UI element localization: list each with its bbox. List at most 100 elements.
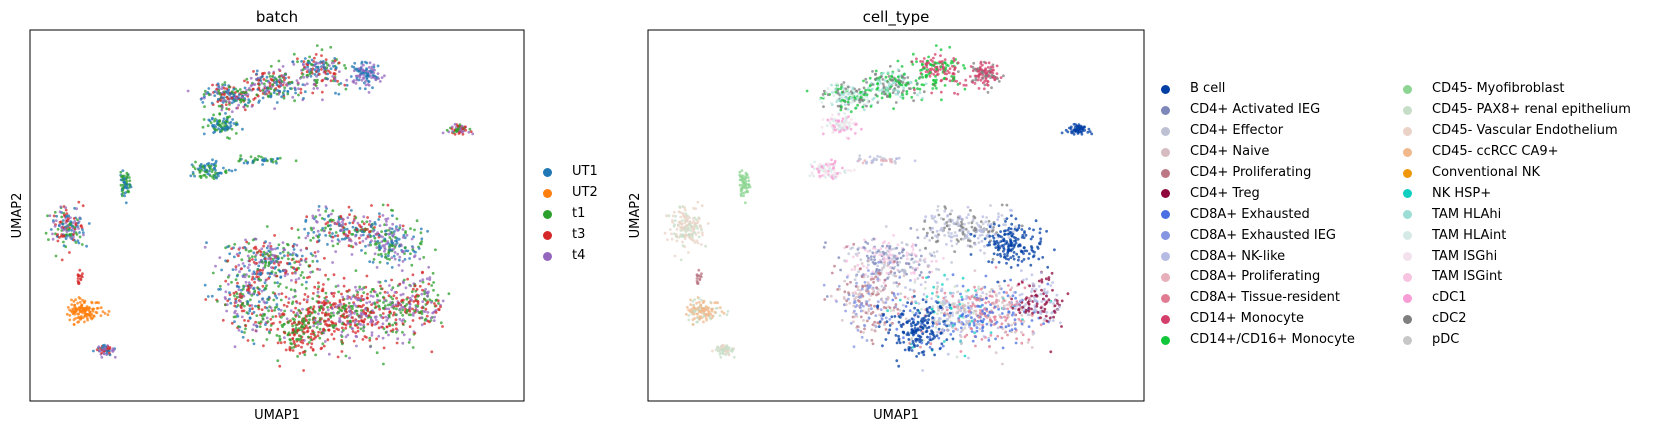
scatter-point xyxy=(309,74,313,78)
scatter-point xyxy=(843,99,846,103)
scatter-point xyxy=(294,313,297,317)
scatter-point xyxy=(79,309,82,313)
scatter-point xyxy=(392,294,396,298)
scatter-point xyxy=(267,71,271,74)
scatter-point xyxy=(73,303,77,307)
scatter-point xyxy=(245,284,248,288)
scatter-point xyxy=(225,107,229,111)
scatter-point xyxy=(911,310,915,314)
scatter-point xyxy=(967,356,970,360)
scatter-point xyxy=(1035,304,1039,308)
scatter-point xyxy=(383,74,386,78)
scatter-point xyxy=(843,259,846,263)
scatter-point xyxy=(238,251,242,255)
scatter-point xyxy=(214,264,217,268)
scatter-point xyxy=(992,323,996,326)
scatter-point xyxy=(920,339,923,342)
scatter-point xyxy=(301,325,305,329)
scatter-point xyxy=(76,225,79,228)
scatter-point xyxy=(234,132,238,135)
umap-panel-batch: batch UMAP1 UMAP2 xyxy=(10,8,525,423)
scatter-point xyxy=(293,261,297,264)
scatter-point xyxy=(1014,217,1018,221)
scatter-point xyxy=(925,298,928,302)
scatter-point xyxy=(969,253,973,256)
scatter-point xyxy=(241,287,245,291)
scatter-point xyxy=(392,247,395,251)
scatter-point xyxy=(1015,229,1019,232)
scatter-point xyxy=(330,239,334,243)
scatter-point xyxy=(247,242,251,245)
scatter-point xyxy=(420,292,424,296)
scatter-point xyxy=(871,287,874,290)
scatter-point xyxy=(900,325,903,328)
scatter-point xyxy=(953,285,957,288)
scatter-point xyxy=(287,331,291,335)
scatter-point xyxy=(278,269,282,273)
scatter-point xyxy=(374,222,377,226)
scatter-point xyxy=(241,262,245,265)
scatter-point xyxy=(428,298,432,302)
scatter-point xyxy=(865,266,869,269)
scatter-point xyxy=(932,285,936,289)
scatter-point xyxy=(368,300,372,304)
scatter-point xyxy=(925,342,928,346)
scatter-point xyxy=(911,339,915,343)
scatter-point xyxy=(223,296,227,299)
scatter-point xyxy=(400,319,404,323)
scatter-point xyxy=(273,107,276,110)
scatter-point xyxy=(999,240,1003,244)
scatter-point xyxy=(868,298,871,302)
scatter-point xyxy=(374,318,378,322)
scatter-point xyxy=(326,77,329,81)
scatter-point xyxy=(230,127,234,131)
scatter-point xyxy=(354,243,358,246)
scatter-point xyxy=(320,217,324,220)
scatter-point xyxy=(419,231,423,235)
scatter-point xyxy=(876,291,879,294)
scatter-point xyxy=(313,68,317,72)
scatter-point xyxy=(250,304,254,307)
scatter-point xyxy=(71,307,74,311)
scatter-point xyxy=(275,274,279,278)
scatter-point xyxy=(248,263,251,267)
scatter-point xyxy=(925,326,929,330)
scatter-point xyxy=(930,348,934,351)
scatter-point xyxy=(295,254,299,257)
scatter-point xyxy=(921,317,924,320)
scatter-point xyxy=(73,226,77,229)
scatter-point xyxy=(368,74,372,77)
scatter-point xyxy=(81,298,84,302)
scatter-point xyxy=(259,320,263,324)
scatter-point xyxy=(1031,282,1035,285)
scatter-point xyxy=(364,74,368,78)
scatter-point xyxy=(82,233,85,237)
scatter-point xyxy=(312,321,316,324)
scatter-point xyxy=(945,305,948,309)
scatter-point xyxy=(997,246,1000,250)
scatter-point xyxy=(345,289,349,293)
scatter-point xyxy=(339,308,342,312)
scatter-point xyxy=(859,258,863,262)
scatter-point xyxy=(885,271,889,275)
scatter-point xyxy=(327,214,330,218)
scatter-point xyxy=(261,72,265,76)
scatter-point xyxy=(428,276,432,279)
scatter-point xyxy=(261,284,265,288)
scatter-point xyxy=(85,244,88,248)
scatter-point xyxy=(912,288,916,292)
scatter-point xyxy=(899,256,903,260)
scatter-point xyxy=(390,256,394,259)
scatter-point xyxy=(876,321,880,324)
scatter-point xyxy=(280,292,284,295)
scatter-point xyxy=(270,85,274,89)
scatter-point xyxy=(294,345,298,348)
scatter-point xyxy=(316,290,320,294)
scatter-point xyxy=(436,299,440,303)
scatter-point xyxy=(99,306,103,310)
scatter-point xyxy=(943,209,947,213)
scatter-point xyxy=(370,67,373,71)
scatter-point xyxy=(927,314,931,318)
scatter-point xyxy=(374,78,378,82)
scatter-point xyxy=(411,314,415,317)
